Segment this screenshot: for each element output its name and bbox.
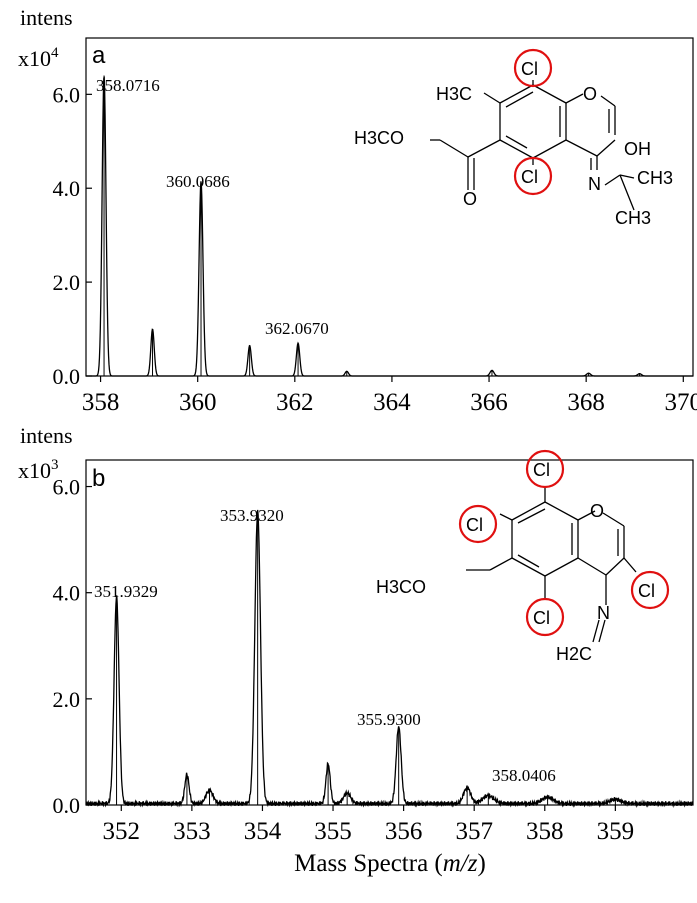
panel-a-y-scale: x104 <box>18 45 59 71</box>
panel-a-spectrum <box>86 75 693 377</box>
spectrum-trace <box>85 509 694 809</box>
atom-label: Cl <box>466 515 483 535</box>
x-tick-label: 352 <box>103 818 141 845</box>
panel-a-molecule-atoms: Cl H3C H3CO OH O Cl N CH3 CH3 O <box>354 59 673 228</box>
x-axis-title: Mass Spectra (m/z) <box>294 850 486 877</box>
atom-label: Cl <box>533 608 550 628</box>
panel-b-molecule-structure <box>458 449 670 643</box>
peak-label-360-0686: 360.0686 <box>166 172 230 191</box>
atom-label: Cl <box>521 59 538 79</box>
x-tick-label: 355 <box>314 818 352 845</box>
x-tick-label: 357 <box>455 818 493 845</box>
panel-b-y-scale-base: x10 <box>18 458 51 483</box>
peak-label-358-0406: 358.0406 <box>492 766 556 785</box>
panel-b-y-scale-exp: 3 <box>51 457 59 473</box>
atom-label: OH <box>624 139 651 159</box>
x-tick-label: 370 <box>665 389 697 416</box>
atom-label: H3CO <box>376 577 426 597</box>
x-tick-label: 368 <box>567 389 605 416</box>
panel-b-x-axis: 352 353 354 355 356 357 358 359 <box>103 805 635 845</box>
panel-a-molecule-structure <box>430 48 635 211</box>
atom-label: N <box>588 174 601 194</box>
peak-label-358-0716: 358.0716 <box>96 76 160 95</box>
spectrum-trace <box>86 76 693 377</box>
x-tick-label: 353 <box>173 818 211 845</box>
panel-a: intens x104 a 0.02.04.06.0 358 360 362 364 3… <box>18 5 697 416</box>
y-tick-label: 0.0 <box>53 793 81 818</box>
atom-label: Cl <box>638 581 655 601</box>
atom-label: CH3 <box>615 208 651 228</box>
panel-b: intens x103 b 0.02.04.06.0 352 353 354 355 3… <box>18 423 694 845</box>
peak-label-351-9329: 351.9329 <box>94 582 158 601</box>
y-tick-label: 4.0 <box>53 176 81 201</box>
panel-b-molecule-atoms: Cl Cl O H3CO Cl Cl N H2C <box>376 460 655 664</box>
atom-label: H3C <box>436 84 472 104</box>
peak-label-362-0670: 362.0670 <box>265 319 329 338</box>
panel-a-x-axis: 358 360 362 364 366 368 370 <box>82 376 697 416</box>
atom-label: H2C <box>556 644 592 664</box>
atom-label: O <box>583 84 597 104</box>
panel-b-label: b <box>92 465 105 492</box>
y-tick-label: 4.0 <box>53 581 81 606</box>
peak-label-353-9320: 353.9320 <box>220 506 284 525</box>
panel-a-y-scale-exp: 4 <box>51 45 59 61</box>
x-axis-title-text: Mass Spectra ( <box>294 850 443 877</box>
x-tick-label: 356 <box>385 818 423 845</box>
panel-a-plot-frame <box>85 37 694 377</box>
x-tick-label: 360 <box>179 389 217 416</box>
panel-b-spectrum <box>85 509 694 809</box>
x-tick-label: 366 <box>470 389 508 416</box>
y-tick-label: 6.0 <box>53 82 81 107</box>
atom-label: N <box>597 603 610 623</box>
panel-b-y-scale: x103 <box>18 457 59 483</box>
x-tick-label: 362 <box>276 389 314 416</box>
x-tick-label: 359 <box>597 818 635 845</box>
x-tick-label: 358 <box>526 818 564 845</box>
x-tick-label: 364 <box>373 389 411 416</box>
x-tick-label: 358 <box>82 389 120 416</box>
y-tick-label: 0.0 <box>53 364 81 389</box>
atom-label: O <box>463 189 477 209</box>
panel-a-y-scale-base: x10 <box>18 46 51 71</box>
peak-label-355-9300: 355.9300 <box>357 710 421 729</box>
x-axis-title-close: ) <box>477 850 485 877</box>
panel-a-y-title: intens <box>20 5 73 30</box>
atom-label: CH3 <box>637 168 673 188</box>
panel-a-label: a <box>92 42 106 69</box>
atom-label: Cl <box>521 167 538 187</box>
x-tick-label: 354 <box>244 818 282 845</box>
panel-a-y-axis: 0.0 2.0 4.0 6.0 <box>53 82 92 389</box>
y-tick-label: 6.0 <box>53 475 81 500</box>
atom-label: O <box>590 501 604 521</box>
atom-label: Cl <box>533 460 550 480</box>
panel-b-y-axis: 0.0 2.0 4.0 6.0 <box>53 475 92 818</box>
y-tick-label: 2.0 <box>53 687 81 712</box>
x-axis-title-unit: m/z <box>443 850 478 877</box>
atom-label: H3CO <box>354 128 404 148</box>
y-tick-label: 2.0 <box>53 270 81 295</box>
panel-b-y-title: intens <box>20 423 73 448</box>
